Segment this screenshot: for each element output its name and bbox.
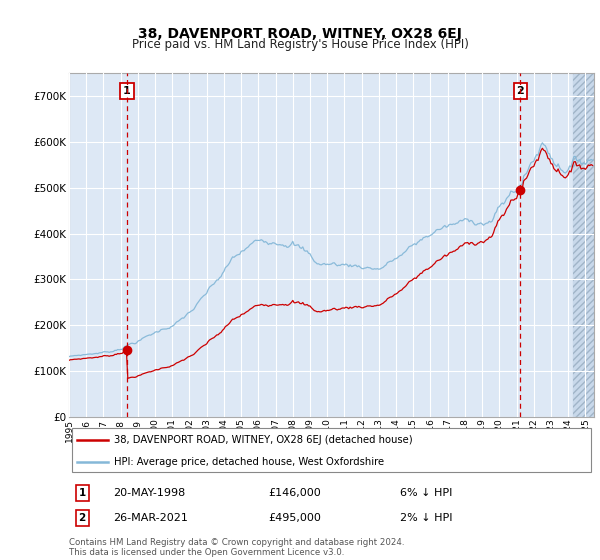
Text: 2% ↓ HPI: 2% ↓ HPI <box>400 513 452 523</box>
Text: 26-MAR-2021: 26-MAR-2021 <box>113 513 188 523</box>
Text: £146,000: £146,000 <box>269 488 321 498</box>
FancyBboxPatch shape <box>71 428 592 472</box>
Bar <box>574 73 594 417</box>
Text: Contains HM Land Registry data © Crown copyright and database right 2024.
This d: Contains HM Land Registry data © Crown c… <box>69 538 404 557</box>
Text: HPI: Average price, detached house, West Oxfordshire: HPI: Average price, detached house, West… <box>113 457 384 466</box>
Text: £495,000: £495,000 <box>269 513 322 523</box>
Text: 1: 1 <box>123 86 131 96</box>
Text: 6% ↓ HPI: 6% ↓ HPI <box>400 488 452 498</box>
Text: Price paid vs. HM Land Registry's House Price Index (HPI): Price paid vs. HM Land Registry's House … <box>131 38 469 52</box>
Text: 20-MAY-1998: 20-MAY-1998 <box>113 488 186 498</box>
Text: 38, DAVENPORT ROAD, WITNEY, OX28 6EJ (detached house): 38, DAVENPORT ROAD, WITNEY, OX28 6EJ (de… <box>113 435 412 445</box>
Text: 2: 2 <box>516 86 524 96</box>
Bar <box>574 73 594 417</box>
Text: 1: 1 <box>79 488 86 498</box>
Text: 2: 2 <box>79 513 86 523</box>
Text: 38, DAVENPORT ROAD, WITNEY, OX28 6EJ: 38, DAVENPORT ROAD, WITNEY, OX28 6EJ <box>138 27 462 41</box>
